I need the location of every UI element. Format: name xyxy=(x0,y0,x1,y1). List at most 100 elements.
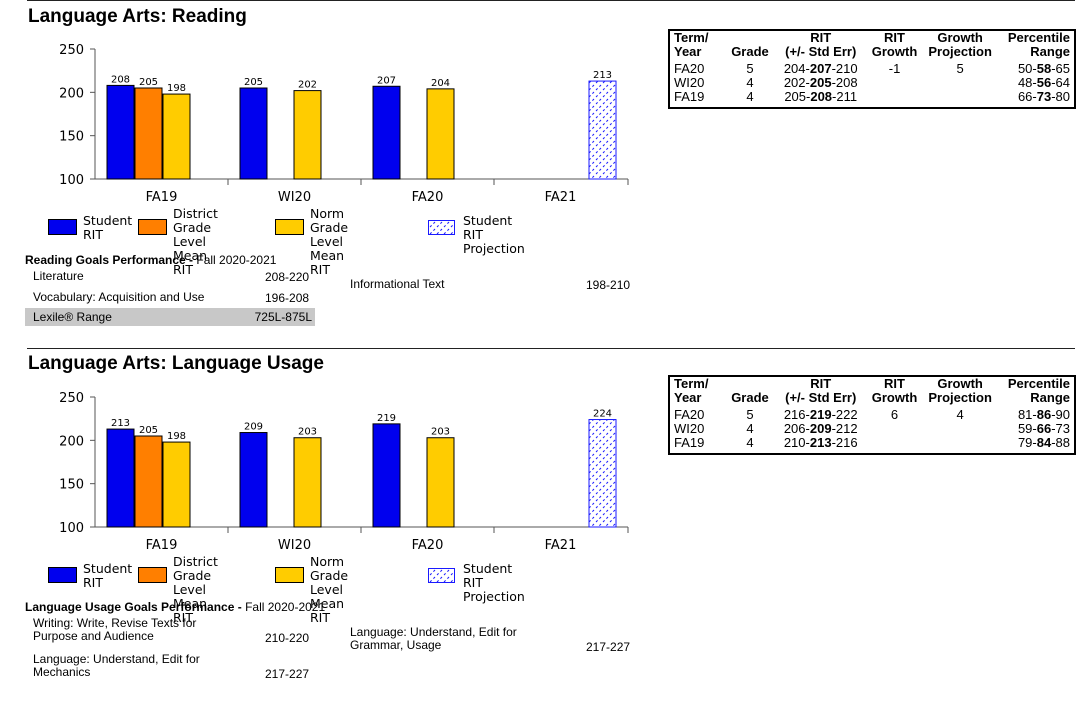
rit-low: 210- xyxy=(783,435,810,450)
usage-chart: 100 150 200 250 FA19 WI20 FA20 FA21 213 205 198 209… xyxy=(59,391,629,553)
bar-student-rit xyxy=(106,428,135,528)
y-tick-label: 200 xyxy=(59,86,84,101)
legend-district-line2: Level Mean xyxy=(173,582,208,611)
rit-high: -208 xyxy=(831,75,858,90)
pct-low: 79- xyxy=(1017,435,1037,450)
legend-norm-swatch xyxy=(275,567,304,583)
legend-projection-line1: Student RIT xyxy=(463,213,513,242)
x-tick-label: FA20 xyxy=(412,538,444,553)
cell-growth: -1 xyxy=(888,61,901,76)
x-tick-label: FA21 xyxy=(545,190,577,205)
rit-high: -210 xyxy=(831,61,858,76)
goal-mechanics: Language: Understand, Edit for Mechanics xyxy=(33,653,200,679)
y-tick-label: 150 xyxy=(59,478,84,493)
usage-rit-table: Term/Year Grade RIT (+/- Std Err) RIT Grow… xyxy=(668,375,1076,455)
goal-literature-range: 208-220 xyxy=(265,270,310,284)
table-row: WI20 4 206-209-212 59-66-73 xyxy=(669,422,1075,436)
legend-norm-line1: Norm Grade xyxy=(310,554,349,583)
reading-chart: 100 150 200 250 FA19 WI20 FA20 FA21 208 205 198 205… xyxy=(59,43,629,205)
y-tick-label: 100 xyxy=(59,521,84,536)
bar-value-label: 198 xyxy=(167,83,186,94)
lexile-range-bar: Lexile® Range 725L-875L xyxy=(25,308,315,326)
x-tick-label: FA21 xyxy=(545,538,577,553)
legend-district-line1: District Grade xyxy=(173,206,218,235)
th-rit-2: (+/- Std Err) xyxy=(785,390,857,405)
cell-grade: 5 xyxy=(746,61,754,76)
th-pct-1: Percentile xyxy=(1007,30,1070,45)
cell-term: WI20 xyxy=(674,421,705,436)
legend-norm-line3: RIT xyxy=(310,262,331,277)
legend-norm-line1: Norm Grade xyxy=(310,206,349,235)
rit-score: 205 xyxy=(809,75,832,90)
rit-score: 209 xyxy=(809,421,832,436)
th-proj-2: Projection xyxy=(928,44,992,59)
legend-district-swatch xyxy=(138,219,167,235)
cell-growth xyxy=(867,436,922,450)
cell-percentile: 50-58-65 xyxy=(998,62,1075,76)
cell-term: FA20 xyxy=(674,61,705,76)
bar-value-label: 202 xyxy=(298,80,317,91)
table-row: WI20 4 202-205-208 48-56-64 xyxy=(669,76,1075,90)
cell-grade: 4 xyxy=(746,75,754,90)
x-tick-label: WI20 xyxy=(278,190,311,205)
bar-value-label: 213 xyxy=(593,70,612,81)
cell-rit: 206-209-212 xyxy=(775,422,867,436)
rit-low: 205- xyxy=(784,89,811,104)
pct-value: 66 xyxy=(1036,421,1052,436)
pct-high: -65 xyxy=(1051,61,1070,76)
cell-term: FA19 xyxy=(674,89,705,104)
bar-projection xyxy=(588,419,617,528)
cell-rit: 202-205-208 xyxy=(775,76,867,90)
cell-term: FA20 xyxy=(674,407,705,422)
x-tick-label: FA19 xyxy=(146,538,178,553)
legend-projection-swatch xyxy=(428,220,455,235)
legend-district-line3: RIT xyxy=(173,610,194,625)
th-rit-2: (+/- Std Err) xyxy=(785,44,857,59)
goal-writing-range: 210-220 xyxy=(265,631,310,645)
table-spacer xyxy=(669,104,1075,108)
cell-grade: 4 xyxy=(746,435,754,450)
th-growth-2: Growth xyxy=(871,390,918,405)
legend-projection-swatch xyxy=(428,568,455,583)
cell-grade: 4 xyxy=(746,89,754,104)
th-grade: Grade xyxy=(731,44,769,59)
cell-growth-projection xyxy=(922,76,998,90)
bar-student-rit xyxy=(372,423,401,528)
bar-value-label: 203 xyxy=(431,427,450,438)
goal-grammar-line2: Grammar, Usage xyxy=(350,638,442,652)
usage-goals-heading-term: Fall 2020-2021 xyxy=(245,600,326,614)
th-rit-1: RIT xyxy=(810,30,832,45)
bar-projection xyxy=(588,80,617,180)
bar-norm-mean xyxy=(426,88,455,180)
bar-value-label: 224 xyxy=(593,409,612,420)
cell-term: FA19 xyxy=(674,435,705,450)
pct-high: -64 xyxy=(1051,75,1070,90)
legend-district-line1: District Grade xyxy=(173,554,218,583)
goal-vocabulary: Vocabulary: Acquisition and Use xyxy=(33,290,205,304)
th-grade: Grade xyxy=(731,390,769,405)
cell-percentile: 48-56-64 xyxy=(998,76,1075,90)
cell-growth-projection: 5 xyxy=(956,61,964,76)
reading-section: Language Arts: Reading 100 150 200 250 FA19 W… xyxy=(0,0,1080,340)
cell-growth: 6 xyxy=(890,407,899,422)
goal-writing-line2: Purpose and Audience xyxy=(33,629,154,643)
goal-grammar-line1: Language: Understand, Edit for xyxy=(350,625,517,639)
cell-grade: 5 xyxy=(746,407,754,422)
legend-norm-swatch xyxy=(275,219,304,235)
bar-norm-mean xyxy=(162,93,191,180)
th-term-2: Year xyxy=(674,44,702,59)
bar-value-label: 213 xyxy=(111,418,130,429)
bar-value-label: 203 xyxy=(298,427,317,438)
goal-mechanics-range: 217-227 xyxy=(265,667,310,681)
cell-growth xyxy=(867,422,922,436)
reading-goals-heading-term: Fall 2020-2021 xyxy=(196,253,277,267)
rit-score: 207 xyxy=(809,61,832,76)
bar-district-mean xyxy=(134,87,163,180)
bar-norm-mean xyxy=(293,437,322,528)
th-term-1: Term/ xyxy=(674,376,709,391)
x-tick-label: FA20 xyxy=(412,190,444,205)
y-tick-label: 250 xyxy=(59,391,84,406)
goal-grammar: Language: Understand, Edit for Grammar, … xyxy=(350,626,517,652)
usage-goals-heading-bold: Language Usage Goals Performance - xyxy=(25,600,246,614)
cell-rit: 205-208-211 xyxy=(775,90,867,104)
